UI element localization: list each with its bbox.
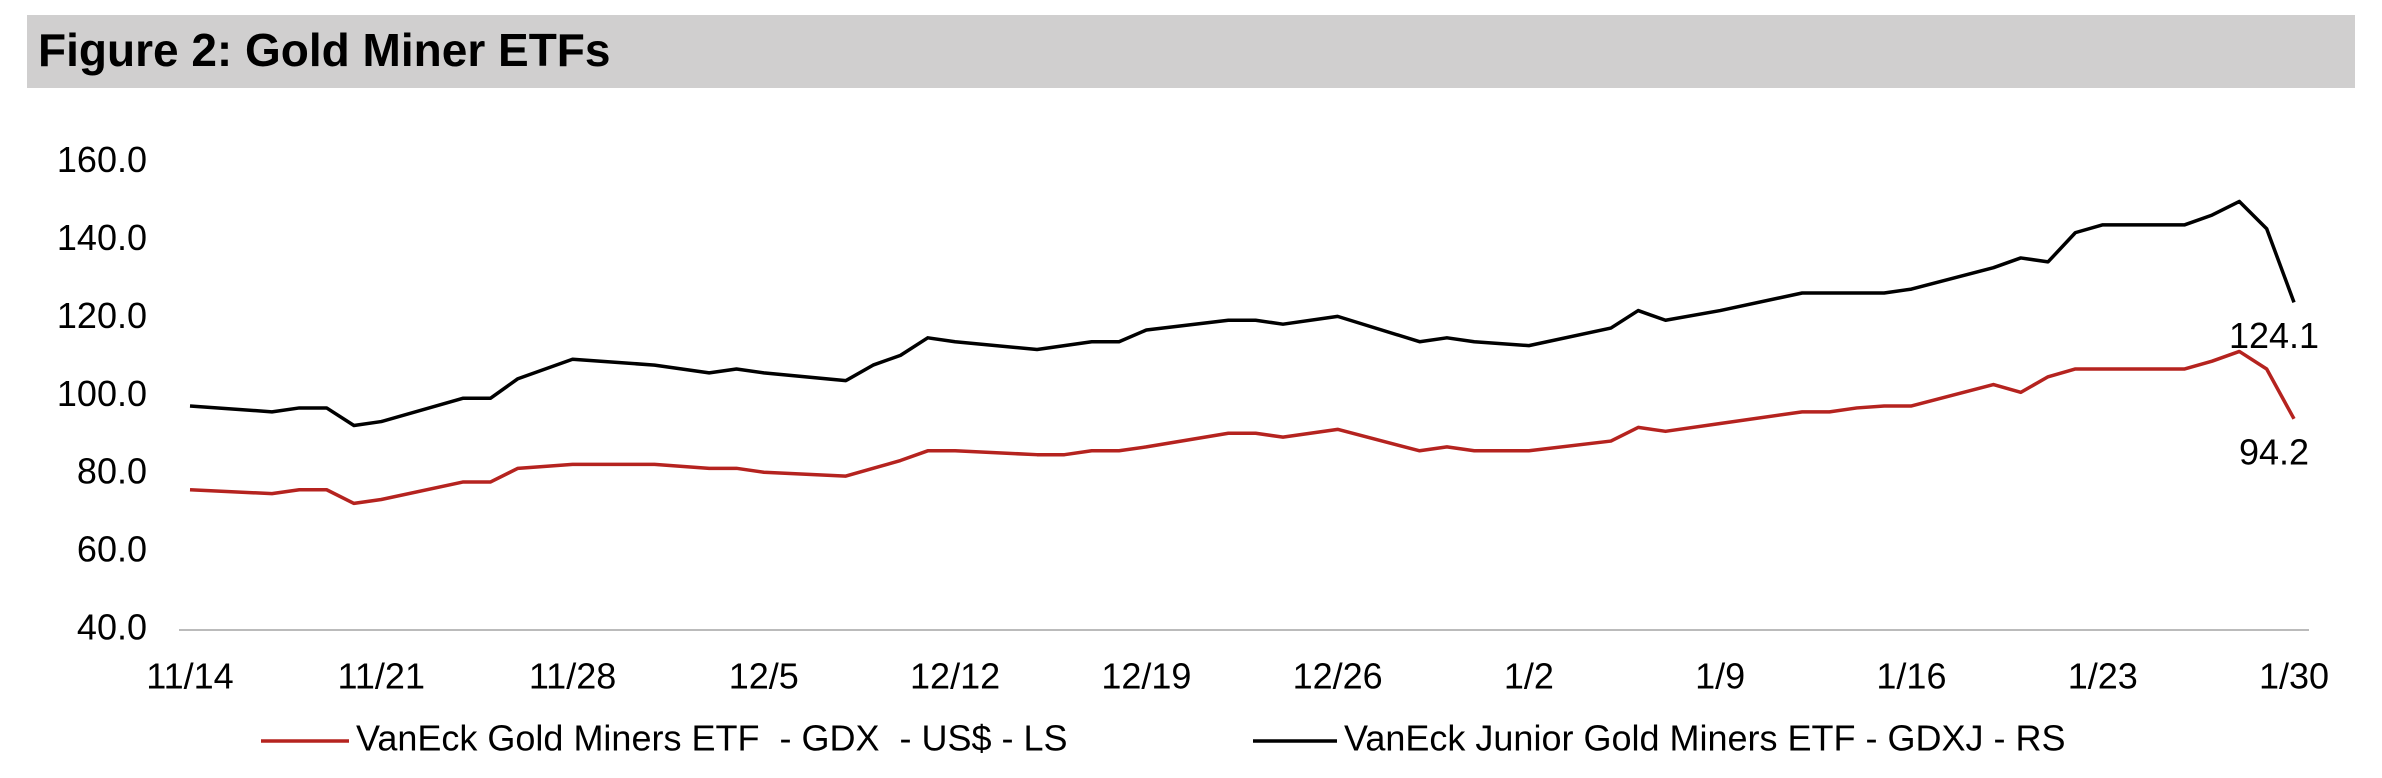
- x-tick-label: 1/9: [1695, 656, 1745, 697]
- x-tick-label: 1/2: [1504, 656, 1554, 697]
- y-tick-label: 40.0: [77, 607, 147, 648]
- title-bar: [27, 15, 2355, 88]
- x-tick-label: 12/12: [910, 656, 1000, 697]
- x-tick-label: 1/30: [2259, 656, 2329, 697]
- y-tick-label: 160.0: [57, 139, 147, 180]
- x-tick-label: 11/28: [529, 656, 616, 697]
- series-line: [189, 349, 2296, 506]
- x-tick-label: 1/16: [1876, 656, 1946, 697]
- y-tick-label: 120.0: [57, 295, 147, 336]
- x-tick-label: 12/19: [1101, 656, 1191, 697]
- value-label: 94.2: [2239, 431, 2309, 472]
- series-line: [189, 199, 2296, 428]
- x-tick-label: 12/26: [1293, 656, 1383, 697]
- x-tick-label: 11/21: [338, 656, 425, 697]
- legend-label: VanEck Junior Gold Miners ETF - GDXJ - R…: [1344, 718, 2066, 759]
- x-tick-label: 11/14: [146, 656, 233, 697]
- x-tick-label: 12/5: [729, 656, 799, 697]
- y-tick-label: 100.0: [57, 373, 147, 414]
- y-tick-label: 140.0: [57, 217, 147, 258]
- legend-label: VanEck Gold Miners ETF - GDX - US$ - LS: [356, 718, 1068, 759]
- y-tick-label: 80.0: [77, 451, 147, 492]
- chart-title: Figure 2: Gold Miner ETFs: [38, 24, 610, 76]
- value-label: 124.1: [2229, 315, 2319, 356]
- x-tick-label: 1/23: [2068, 656, 2138, 697]
- y-tick-label: 60.0: [77, 529, 147, 570]
